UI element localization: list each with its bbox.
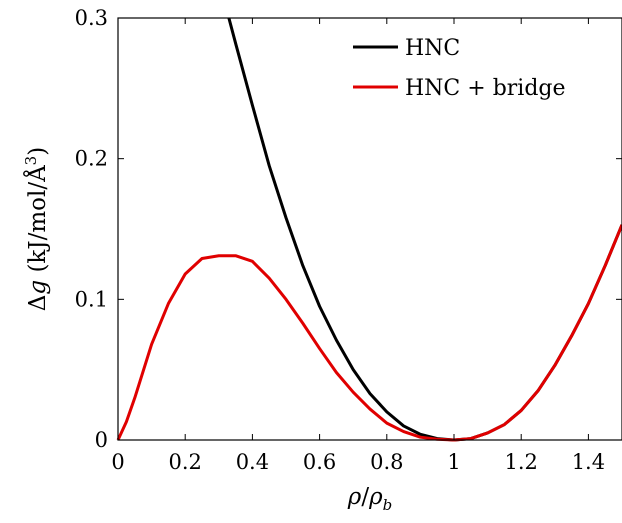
legend-label-hnc-bridge: HNC + bridge [405,76,566,101]
x-tick-label: 1 [447,450,460,474]
axis-ticks: 0 0.2 0.4 0.6 0.8 1 1.2 1.4 0 0.1 0.2 0.3 [75,6,622,474]
legend-label-hnc: HNC [405,36,460,61]
y-tick-label: 0.1 [75,287,108,311]
legend: HNC HNC + bridge [353,36,566,101]
plot-frame [117,17,622,441]
y-axis-label: Δg (kJ/mol/Å3) [22,147,51,311]
curves [116,17,622,442]
y-tick-label: 0.3 [75,6,108,30]
x-tick-label: 0.2 [168,450,201,474]
series-line-hnc-bridge [116,224,622,442]
x-tick-label: 0.6 [303,450,336,474]
x-tick-label: 0.8 [370,450,403,474]
x-tick-label: 0 [111,450,124,474]
y-tick-label: 0 [95,428,108,452]
x-axis-label: ρ/ρb [347,484,392,514]
x-tick-label: 1.4 [572,450,605,474]
x-tick-label: 1.2 [504,450,537,474]
x-tick-label: 0.4 [236,450,269,474]
y-tick-label: 0.2 [75,147,108,171]
